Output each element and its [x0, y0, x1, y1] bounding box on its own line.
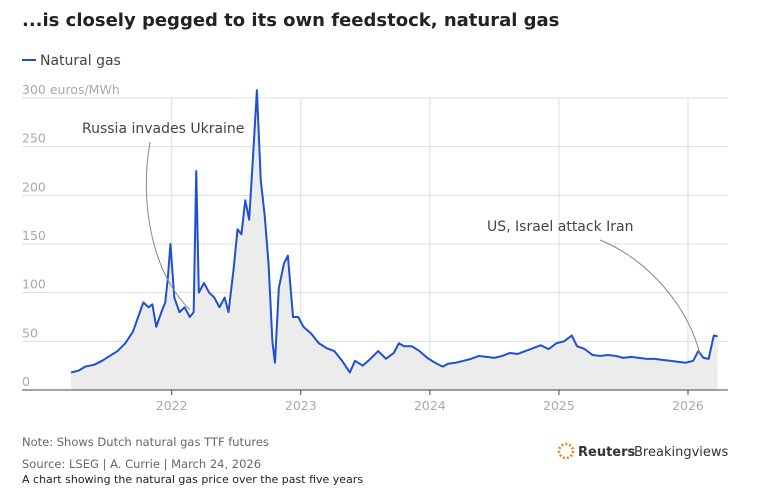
y-tick-label: 100 [22, 277, 46, 292]
annotation-connector [145, 141, 191, 311]
chart-title: ...is closely pegged to its own feedstoc… [22, 10, 559, 31]
note: Note: Shows Dutch natural gas TTF future… [22, 435, 269, 449]
y-tick-label: 0 [22, 374, 30, 389]
annotation: Russia invades Ukraine [82, 121, 244, 137]
x-tick-label: 2024 [414, 398, 446, 413]
brand-logo [557, 442, 575, 460]
plot: 0 50 100 150 200 250 300 euros/MWh 2022 2023 2024… [22, 82, 728, 413]
annotation-connector [599, 239, 701, 356]
y-tick-label: 150 [22, 228, 46, 243]
x-tick-label: 2022 [156, 398, 188, 413]
y-tick-label: 50 [22, 325, 38, 340]
y-tick-label: 300 euros/MWh [22, 82, 120, 97]
caption: A chart showing the natural gas price ov… [22, 473, 363, 486]
brand-name: Reuters [578, 445, 636, 460]
x-tick-label: 2023 [285, 398, 317, 413]
annotation: US, Israel attack Iran [487, 219, 633, 235]
y-tick-label: 250 [22, 131, 46, 146]
y-tick-label: 200 [22, 179, 46, 194]
area [71, 90, 718, 391]
brand-sub: Breakingviews [634, 445, 729, 460]
source: Source: LSEG | A. Currie | March 24, 202… [22, 457, 261, 471]
legend-label: Natural gas [40, 53, 121, 69]
line [70, 89, 718, 374]
x-tick-label: 2025 [543, 398, 575, 413]
x-tick-label: 2026 [672, 398, 704, 413]
